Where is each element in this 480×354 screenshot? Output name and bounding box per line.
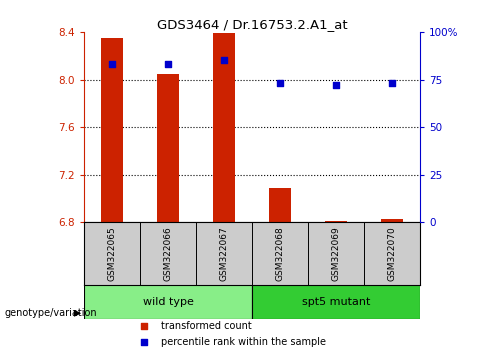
Text: genotype/variation: genotype/variation — [5, 308, 97, 318]
Text: spt5 mutant: spt5 mutant — [302, 297, 370, 307]
Bar — [252, 285, 420, 320]
Bar — [325, 221, 347, 222]
Text: transformed count: transformed count — [161, 321, 252, 331]
Bar — [84, 285, 252, 320]
Text: GSM322070: GSM322070 — [387, 226, 396, 281]
Point — [220, 58, 228, 63]
Text: GSM322069: GSM322069 — [332, 226, 340, 281]
Text: GSM322065: GSM322065 — [108, 226, 117, 281]
Point — [108, 62, 116, 67]
Bar — [381, 219, 403, 222]
Text: GSM322068: GSM322068 — [276, 226, 285, 281]
Text: GSM322067: GSM322067 — [219, 226, 228, 281]
Title: GDS3464 / Dr.16753.2.A1_at: GDS3464 / Dr.16753.2.A1_at — [156, 18, 348, 31]
Text: wild type: wild type — [143, 297, 193, 307]
Point — [164, 62, 172, 67]
Point — [388, 80, 396, 86]
Bar — [157, 74, 179, 222]
Bar — [213, 33, 235, 222]
Text: percentile rank within the sample: percentile rank within the sample — [161, 337, 326, 347]
Text: GSM322066: GSM322066 — [164, 226, 172, 281]
Point — [276, 80, 284, 86]
Bar — [101, 38, 123, 222]
Bar — [269, 188, 291, 222]
Point — [332, 82, 340, 88]
